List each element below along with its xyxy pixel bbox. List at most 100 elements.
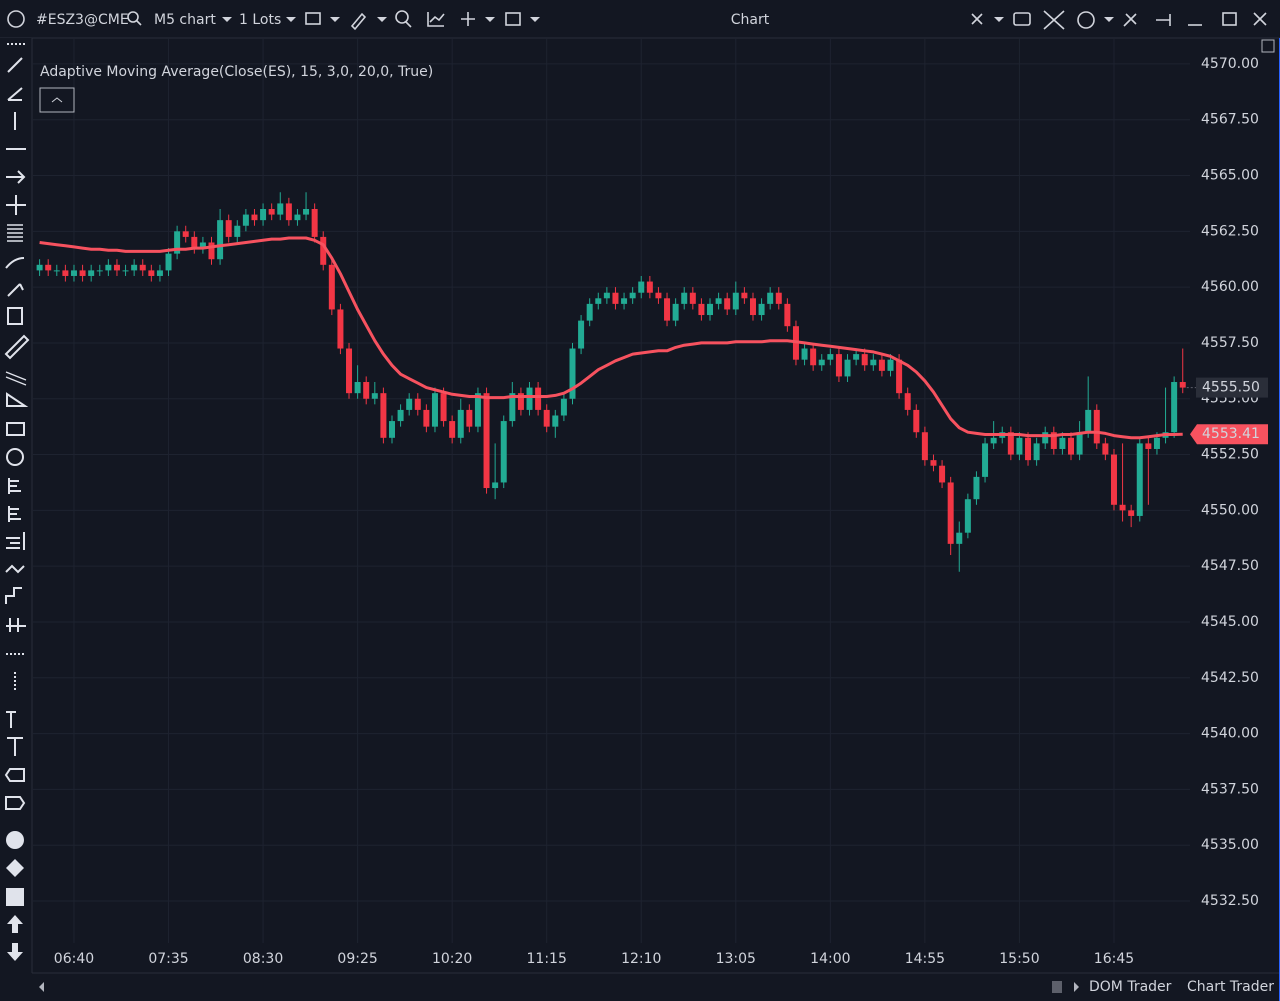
ray-tool[interactable] <box>6 170 26 184</box>
candle-body <box>380 393 387 438</box>
candle-body <box>371 393 378 399</box>
ruler-tool[interactable] <box>4 334 30 360</box>
candle-body <box>543 409 550 427</box>
app-logo[interactable] <box>7 10 25 28</box>
candle-body <box>1076 432 1083 455</box>
y-tick-label: 4542.50 <box>1201 670 1259 686</box>
callout-tool[interactable] <box>4 768 25 782</box>
candle-body <box>1093 409 1100 444</box>
candle-body <box>62 270 69 276</box>
layout-icon[interactable] <box>505 12 521 26</box>
theme-icon[interactable] <box>1077 11 1095 29</box>
dropdown-arrow[interactable] <box>485 17 495 22</box>
cross-tool[interactable] <box>6 195 26 215</box>
dropdown-arrow[interactable] <box>377 17 387 22</box>
fullscreen-icon[interactable] <box>1043 10 1065 30</box>
draw-icon[interactable] <box>350 12 367 31</box>
measure-tool[interactable] <box>7 307 23 325</box>
channel-tool[interactable] <box>5 371 27 386</box>
dom-trader-tab[interactable]: DOM Trader <box>1089 979 1172 995</box>
square-marker-tool[interactable] <box>6 888 24 906</box>
x-tick-label: 16:45 <box>1094 951 1134 967</box>
label-tool[interactable] <box>5 796 26 810</box>
x-tick-label: 12:10 <box>621 951 661 967</box>
y-tick-label: 4540.00 <box>1201 726 1259 742</box>
y-tick-label: 4545.00 <box>1201 614 1259 630</box>
timeframe[interactable]: M5 chart <box>154 12 216 28</box>
add-icon[interactable] <box>461 12 475 26</box>
ellipse-tool[interactable] <box>6 448 24 466</box>
candle-body <box>801 348 808 360</box>
chart-type-icon[interactable] <box>305 12 321 25</box>
diamond-marker-tool[interactable] <box>6 859 24 877</box>
fib-tool[interactable] <box>7 224 23 242</box>
candle-body <box>621 298 628 304</box>
candle-body <box>1050 432 1057 449</box>
lots[interactable]: 1 Lots <box>239 12 281 28</box>
angle-tool[interactable] <box>7 87 23 101</box>
dropdown-arrow[interactable] <box>530 17 540 22</box>
triangle-tool[interactable] <box>6 392 29 407</box>
candle-body <box>277 203 284 215</box>
collapse-icon <box>51 97 63 103</box>
dropdown-arrow[interactable] <box>222 17 232 22</box>
scroll-right[interactable] <box>1074 982 1079 992</box>
candle-body <box>182 231 189 237</box>
dropdown-arrow[interactable] <box>286 17 296 22</box>
candle-body <box>749 298 756 316</box>
candle-body <box>1128 510 1135 516</box>
pin-icon[interactable] <box>1156 14 1171 26</box>
candle-body <box>294 214 301 221</box>
dropdown-arrow[interactable] <box>1104 17 1114 22</box>
zoom-icon[interactable] <box>395 10 409 24</box>
candle-body <box>1033 443 1040 461</box>
close-button[interactable] <box>1253 12 1267 26</box>
collapse-legend-button[interactable] <box>39 87 75 113</box>
scroll-thumb[interactable] <box>1052 981 1062 993</box>
candle-body <box>870 359 877 366</box>
indicator-label: 4553.41 <box>1202 426 1260 442</box>
tools-icon[interactable] <box>1123 13 1137 27</box>
candle-body <box>947 482 954 544</box>
dropdown-arrow[interactable] <box>330 17 340 22</box>
chart-trader-tab[interactable]: Chart Trader <box>1187 979 1274 995</box>
dropdown-arrow[interactable] <box>994 17 1004 22</box>
gann-tool[interactable] <box>8 478 21 494</box>
crosshair-icon[interactable] <box>971 13 983 25</box>
window-title: Chart <box>731 12 770 28</box>
candle-body <box>775 292 782 304</box>
x-tick-label: 11:15 <box>527 951 567 967</box>
x-tick-label: 07:35 <box>148 951 188 967</box>
indicator-icon[interactable] <box>427 12 445 27</box>
candle-body <box>586 303 593 321</box>
trendline-tool[interactable] <box>7 57 23 73</box>
text-tool[interactable] <box>7 737 23 756</box>
search-icon[interactable] <box>127 11 139 23</box>
scale-mode-button[interactable] <box>1261 39 1275 53</box>
rectangle-tool[interactable] <box>6 422 25 436</box>
candle-body <box>191 236 198 249</box>
brush-tool[interactable] <box>7 283 24 297</box>
indicator-line <box>39 236 1183 440</box>
curve-tool[interactable] <box>5 257 25 269</box>
pitchfork-tool[interactable] <box>6 532 25 550</box>
pattern-tool[interactable] <box>5 564 25 574</box>
fan-tool[interactable] <box>8 506 21 522</box>
symbol[interactable]: #ESZ3@CME <box>36 12 129 28</box>
arrow-down-tool[interactable] <box>7 943 23 961</box>
search-icon <box>136 20 142 26</box>
text-note-tool[interactable] <box>6 711 16 728</box>
candle-body <box>113 264 120 271</box>
candle-body <box>45 264 52 271</box>
scroll-left[interactable] <box>39 982 44 992</box>
x-tick-label: 14:55 <box>905 951 945 967</box>
elliott-tool[interactable] <box>5 587 22 604</box>
circle-marker-tool[interactable] <box>6 831 24 849</box>
candle-body <box>320 236 327 265</box>
arrow-up-tool[interactable] <box>7 915 23 933</box>
cycle-tool[interactable] <box>6 618 26 632</box>
camera-icon[interactable] <box>1013 12 1031 26</box>
drawing-tools <box>4 43 30 810</box>
maximize-button[interactable] <box>1222 12 1237 26</box>
